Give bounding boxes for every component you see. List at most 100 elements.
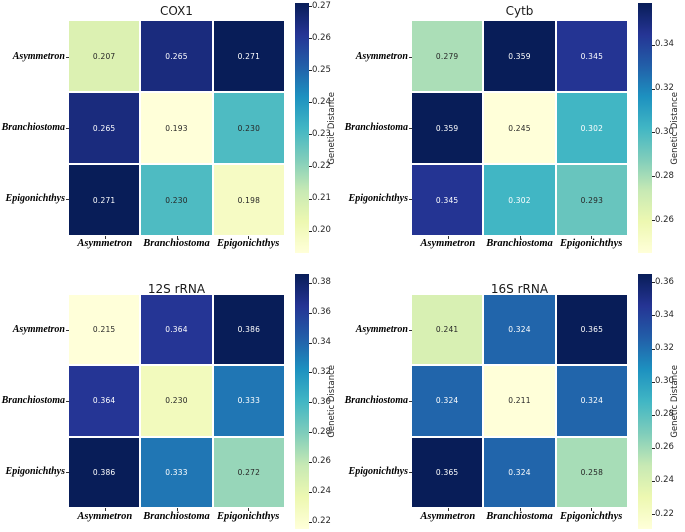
x-axis-tick xyxy=(519,236,521,239)
heatmap-cell: 0.279 xyxy=(412,21,483,91)
row-label: Epigonichthys xyxy=(5,193,65,205)
colorbar-tick-label: 0.34 xyxy=(655,39,674,50)
heatmap-grid: 0.215 0.364 0.386 0.364 0.230 0.333 0.386 0.333… xyxy=(69,295,284,507)
x-axis-tick xyxy=(104,508,106,511)
colorbar xyxy=(295,3,309,253)
heatmap-cell: 0.333 xyxy=(141,437,212,507)
heatmap-cell: 0.265 xyxy=(141,21,212,91)
heatmap-grid: 0.279 0.359 0.345 0.359 0.245 0.302 0.345 0.302… xyxy=(412,21,627,235)
colorbar-tick-label: 0.24 xyxy=(655,475,674,486)
colorbar xyxy=(295,274,309,529)
heatmap-cell: 0.230 xyxy=(141,366,212,436)
column-label: Asymmetron xyxy=(77,511,133,522)
colorbar-tick-label: 0.34 xyxy=(312,337,331,348)
x-axis-tick xyxy=(104,236,106,239)
heatmap-cell: 0.230 xyxy=(141,165,212,235)
colorbar-tick xyxy=(309,461,312,463)
row-label: Branchiostoma xyxy=(344,395,408,406)
y-axis-tick xyxy=(409,401,412,402)
heatmap-cell: 0.230 xyxy=(213,93,284,163)
colorbar-axis-label: Genetic Distance xyxy=(326,274,338,529)
heatmap-cell: 0.324 xyxy=(484,295,555,365)
colorbar-axis-label: Genetic Distance xyxy=(326,3,338,253)
panel-title: 16S rRNA xyxy=(490,282,549,296)
y-axis-tick xyxy=(409,330,412,332)
heatmap-cell: 0.365 xyxy=(412,437,483,507)
row-label: Asymmetron xyxy=(355,50,408,62)
x-axis-tick xyxy=(447,508,449,511)
column-label: Epigonichthys xyxy=(559,511,623,522)
colorbar-tick xyxy=(652,381,655,383)
heatmap-cell: 0.302 xyxy=(556,93,627,163)
heatmap-grid: 0.241 0.324 0.365 0.324 0.211 0.324 0.365 0.324… xyxy=(412,295,627,507)
colorbar-tick xyxy=(309,491,312,493)
colorbar-tick xyxy=(309,342,312,344)
y-axis-tick xyxy=(409,199,412,201)
colorbar-tick xyxy=(309,312,312,314)
heatmap-cell: 0.215 xyxy=(69,295,140,365)
y-axis-tick xyxy=(66,401,69,402)
heatmap-cell: 0.359 xyxy=(484,21,555,91)
x-axis-tick xyxy=(591,236,593,239)
row-label: Epigonichthys xyxy=(348,465,408,477)
colorbar xyxy=(638,3,652,253)
heatmap-cell: 0.302 xyxy=(484,165,555,235)
row-label: Branchiostoma xyxy=(1,395,65,406)
heatmap-cell: 0.272 xyxy=(213,437,284,507)
colorbar-tick-label: 0.20 xyxy=(312,225,331,236)
heatmap-cell: 0.198 xyxy=(213,165,284,235)
row-label: Epigonichthys xyxy=(5,465,65,477)
heatmap-cell: 0.364 xyxy=(69,366,140,436)
colorbar-tick-label: 0.28 xyxy=(655,409,674,420)
colorbar-tick-label: 0.28 xyxy=(655,170,674,181)
colorbar-tick-label: 0.28 xyxy=(312,426,331,437)
colorbar-tick xyxy=(309,198,312,200)
row-label: Asymmetron xyxy=(12,50,65,62)
colorbar-tick-label: 0.32 xyxy=(655,343,674,353)
column-label: Branchiostoma xyxy=(486,511,553,522)
colorbar-tick xyxy=(652,220,655,222)
x-axis-tick xyxy=(447,236,449,239)
colorbar-tick-label: 0.26 xyxy=(312,32,331,43)
heatmap-cell: 0.324 xyxy=(556,366,627,436)
colorbar-tick xyxy=(309,372,312,374)
colorbar-tick-label: 0.26 xyxy=(655,214,674,225)
y-axis-tick xyxy=(66,199,69,201)
heatmap-cell: 0.207 xyxy=(69,21,140,91)
colorbar-tick-label: 0.34 xyxy=(655,309,674,320)
panel-title: 12S rRNA xyxy=(147,282,206,296)
heatmap-cell: 0.365 xyxy=(556,295,627,365)
heatmap-cell: 0.359 xyxy=(412,93,483,163)
heatmap-cell: 0.345 xyxy=(556,21,627,91)
row-label: Epigonichthys xyxy=(348,193,408,205)
heatmap-cell: 0.211 xyxy=(484,366,555,436)
colorbar-tick xyxy=(309,521,312,523)
column-label: Asymmetron xyxy=(77,238,133,249)
panel-title: COX1 xyxy=(160,4,193,18)
row-label: Asymmetron xyxy=(12,324,65,336)
heatmap-cell: 0.258 xyxy=(556,437,627,507)
colorbar-axis-label: Genetic Distance xyxy=(669,3,681,253)
y-axis-tick xyxy=(409,471,412,473)
colorbar-tick-label: 0.30 xyxy=(312,396,331,407)
colorbar-axis-label-text: Genetic Distance xyxy=(327,91,337,165)
heatmap-cell: 0.345 xyxy=(412,165,483,235)
x-axis-tick xyxy=(176,508,178,511)
heatmap-cell: 0.333 xyxy=(213,366,284,436)
heatmap-cell: 0.324 xyxy=(484,437,555,507)
colorbar-tick xyxy=(309,134,312,136)
y-axis-tick xyxy=(66,56,69,58)
colorbar-tick xyxy=(652,447,655,449)
colorbar-tick-label: 0.30 xyxy=(655,126,674,137)
panel-title: Cytb xyxy=(505,4,534,18)
colorbar-tick xyxy=(309,38,312,40)
colorbar-tick-label: 0.26 xyxy=(655,442,674,453)
colorbar-tick-label: 0.23 xyxy=(312,128,331,139)
colorbar-axis-label-text: Genetic Distance xyxy=(670,365,680,438)
colorbar-tick xyxy=(652,480,655,482)
heatmap-cell: 0.293 xyxy=(556,165,627,235)
x-axis-tick xyxy=(176,236,178,239)
row-label: Branchiostoma xyxy=(1,122,65,133)
heatmap-cell: 0.245 xyxy=(484,93,555,163)
